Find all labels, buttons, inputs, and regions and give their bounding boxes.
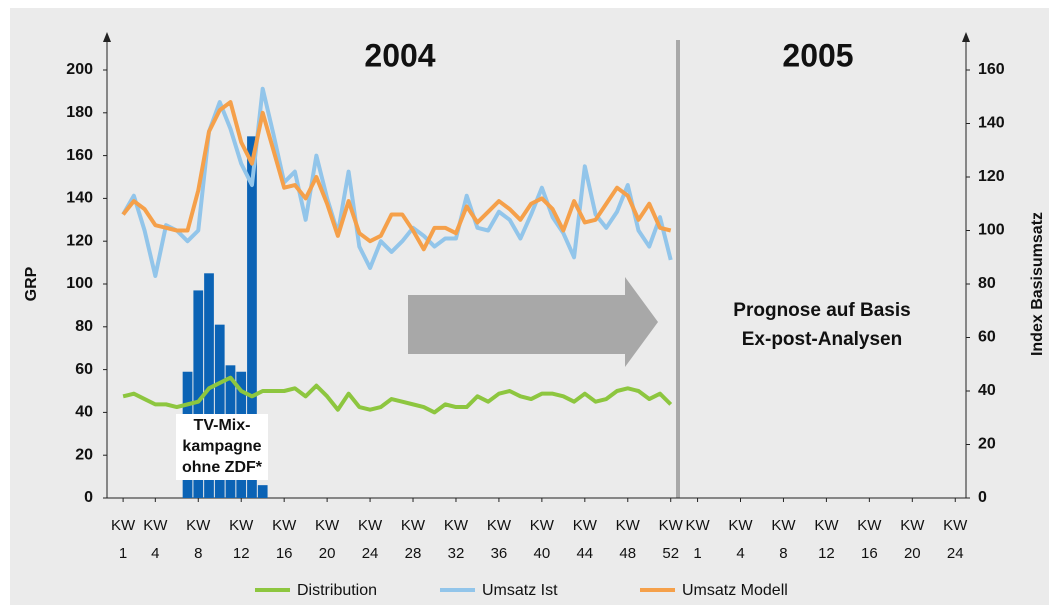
x-tick-label: KW 8 [186,517,211,562]
line [122,375,673,415]
annotation-box [176,414,268,480]
bar [257,485,268,498]
year-title: 2004 [364,37,435,73]
x-tick-label: KW 36 [486,517,511,562]
x-tick-label: KW 48 [615,517,640,562]
annotation: kampagne [182,438,261,455]
y-tick-label: 100 [66,275,93,292]
x-tick-label: KW 16 [272,517,297,562]
bar [247,136,257,498]
y-axis-label: GRP [23,266,40,301]
y-axis-arrow [103,32,111,42]
annotation: ohne ZDF* [182,459,263,476]
x-tick-label: KW 4 [728,517,753,562]
y-tick-label: 200 [66,61,93,78]
y-tick-label: 180 [66,104,93,121]
x-tick-label: KW 24 [943,517,968,562]
y2-axis-arrow [962,32,970,42]
line [121,100,672,252]
bar [204,273,214,498]
x-tick-label: KW 12 [229,517,254,562]
arrow [408,277,658,367]
y2-tick-label: 20 [978,436,996,453]
annotation: TV-Mix- [194,417,251,434]
legend-label: Distribution [297,582,377,599]
bar [193,290,204,498]
y2-tick-label: 100 [978,222,1005,239]
y-tick-label: 20 [75,446,93,463]
x-tick-label: KW 20 [900,517,925,562]
y-tick-label: 140 [66,190,93,207]
x-tick-label: KW 52 [658,517,683,562]
legend-label: Umsatz Ist [482,582,558,599]
x-tick-label: KW 8 [771,517,796,562]
year-title: 2005 [782,37,853,73]
y2-tick-label: 40 [978,382,996,399]
x-tick-label: KW 1 [685,517,710,562]
y-tick-label: 160 [66,147,93,164]
x-tick-label: KW 1 [111,517,136,562]
x-tick-label: KW 16 [857,517,882,562]
y-tick-label: 80 [75,318,93,335]
y2-tick-label: 120 [978,168,1005,185]
y2-tick-label: 60 [978,329,996,346]
y2-tick-label: 160 [978,61,1005,78]
y2-tick-label: 0 [978,489,987,506]
x-tick-label: KW 20 [315,517,340,562]
bar [214,324,225,498]
x-tick-label: KW 28 [400,517,426,562]
y2-axis-label: Index Basisumsatz [1029,212,1046,356]
forecast-note: Prognose auf Basis [733,300,910,321]
x-tick-label: KW 32 [443,517,469,562]
y2-tick-label: 80 [978,275,996,292]
y-tick-label: 40 [75,404,93,421]
x-tick-label: KW 12 [814,517,839,562]
y2-tick-label: 140 [978,115,1005,132]
forecast-note: Ex-post-Analysen [742,329,902,350]
y-tick-label: 0 [84,489,93,506]
y-tick-label: 60 [75,361,93,378]
x-tick-label: KW 24 [357,517,383,562]
x-tick-label: KW 44 [572,517,597,562]
x-tick-label: KW 40 [529,517,554,562]
x-tick-label: KW 4 [143,517,168,562]
y-tick-label: 120 [66,232,93,249]
legend-label: Umsatz Modell [682,582,788,599]
